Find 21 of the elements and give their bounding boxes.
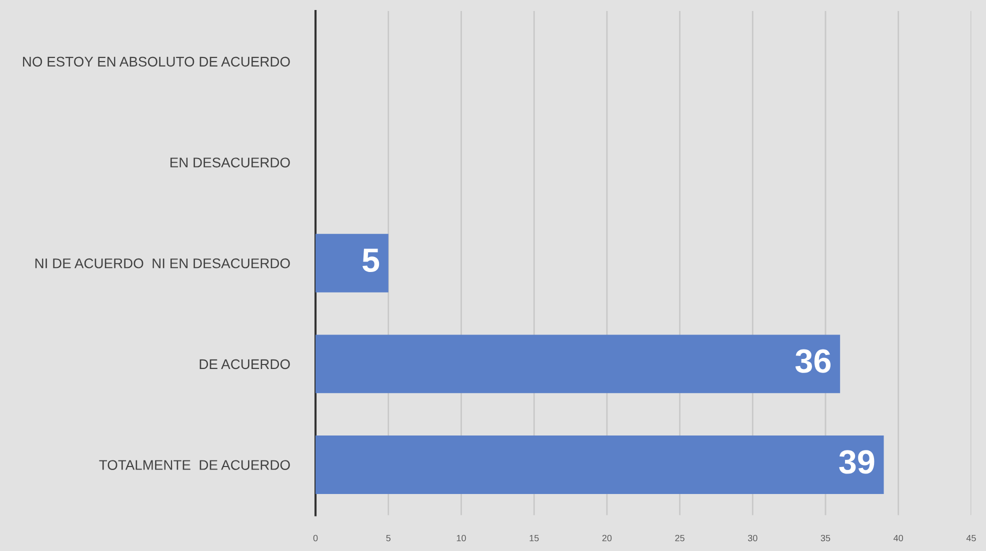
data-label: 39 — [839, 450, 874, 474]
x-tick-label: 35 — [820, 534, 830, 542]
y-tick-label: TOTALMENTE DE ACUERDO — [99, 460, 290, 470]
x-tick-label: 5 — [386, 534, 391, 542]
x-tick-label: 40 — [894, 534, 904, 542]
x-tick-label: 20 — [602, 534, 612, 542]
x-tick-label: 0 — [313, 534, 318, 542]
x-tick-label: 25 — [675, 534, 684, 542]
bar — [316, 234, 388, 292]
y-tick-label: DE ACUERDO — [200, 359, 290, 370]
bar — [316, 334, 840, 394]
y-tick-label: NO ESTOY EN ABSOLUTO DE ACUERDO — [23, 56, 290, 67]
x-tick-label: 15 — [530, 534, 539, 542]
y-tick-label: EN DESACUERDO — [170, 158, 290, 168]
x-tick-label: 10 — [456, 534, 466, 542]
data-label: 5 — [362, 248, 380, 272]
x-tick-label: 45 — [966, 534, 976, 542]
y-tick-label: NI DE ACUERDO NI EN DESACUERDO — [35, 258, 290, 268]
bar — [316, 436, 884, 494]
data-label: 36 — [795, 349, 831, 373]
x-tick-label: 30 — [748, 534, 758, 542]
